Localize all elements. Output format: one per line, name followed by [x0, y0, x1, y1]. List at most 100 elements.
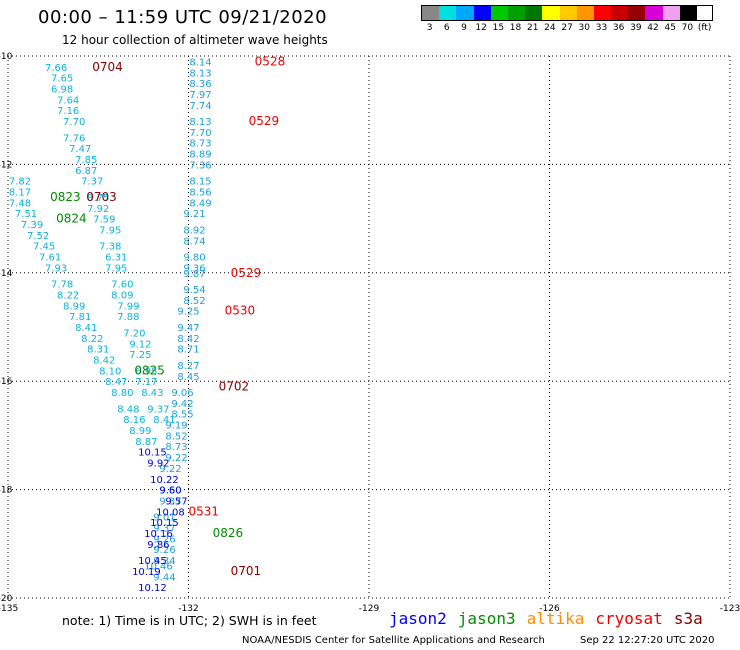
wave-height-value: 10.19	[132, 567, 161, 578]
wave-height-value: 7.25	[129, 350, 151, 361]
wave-height-value: 10.22	[150, 475, 179, 486]
wave-height-value: 8.42	[93, 356, 115, 367]
wave-height-value: 8.43	[141, 388, 163, 399]
wave-height-value: 7.97	[189, 90, 211, 101]
y-tick-label: -20	[0, 594, 13, 604]
wave-height-value: 10.15	[150, 518, 179, 529]
wave-height-value: 8.17	[9, 188, 31, 199]
scale-label: 24	[544, 23, 556, 33]
wave-height-value: 9.60	[159, 486, 181, 497]
wave-height-value: 7.70	[63, 117, 85, 128]
units-note: note: 1) Time is in UTC; 2) SWH is in fe…	[62, 613, 317, 628]
wave-height-value: 10.45	[138, 556, 167, 567]
color-scale-labels: 3 6 9 12 15 18 21 24 27 30 33 36 39 42 45 70 (ft)	[421, 23, 713, 33]
scale-swatch	[593, 6, 612, 20]
wave-height-value: 9.26	[153, 534, 175, 545]
wave-height-value: 8.48	[117, 404, 139, 415]
scale-label: 45	[664, 23, 676, 33]
x-tick-label: -129	[359, 604, 380, 614]
scale-label: 15	[492, 23, 505, 33]
wave-height-value: 8.56	[189, 188, 211, 199]
wave-height-value: 7.45	[33, 242, 55, 253]
wave-height-value: 6.31	[105, 253, 127, 264]
wave-height-value: 8.52	[165, 431, 187, 442]
wave-height-value: 10.15	[138, 448, 167, 459]
scale-swatch	[645, 6, 663, 20]
wave-height-value: 8.09	[111, 290, 133, 301]
wave-height-value: 7.60	[111, 280, 133, 291]
pass-time-label: 0826	[213, 526, 244, 540]
wave-height-value: 8.87	[135, 437, 157, 448]
wave-height-value: 8.92	[183, 225, 205, 236]
scale-swatch	[456, 6, 474, 20]
wave-height-value: 10.08	[156, 507, 185, 518]
wave-height-value: 8.14	[189, 57, 211, 68]
pass-time-label: 0825	[134, 363, 165, 377]
x-tick-label: -123	[720, 604, 740, 614]
wave-height-value: 9.37	[159, 496, 181, 507]
scale-swatch	[559, 6, 577, 20]
chart-title: 00:00 – 11:59 UTC 09/21/2020	[38, 7, 328, 28]
wave-height-value: 8.45	[177, 372, 199, 383]
wave-height-value: 7.95	[99, 225, 121, 236]
scale-label: 18	[509, 23, 522, 33]
wave-height-value: 7.93	[45, 263, 67, 274]
wave-height-value: 8.99	[129, 426, 151, 437]
wave-height-value: 7.78	[51, 280, 73, 291]
wave-height-value: 7.64	[57, 95, 79, 106]
wave-height-value: 7.76	[63, 133, 85, 144]
wave-height-value: 9.54	[183, 285, 205, 296]
credit-text: NOAA/NESDIS Center for Satellite Applica…	[242, 635, 545, 646]
wave-height-value: 6.95	[135, 366, 157, 377]
wave-height-value: 8.41	[153, 415, 175, 426]
scale-label: 27	[561, 23, 573, 33]
pass-time-label: 0702	[219, 380, 250, 394]
pass-time-label: 0824	[56, 212, 87, 226]
wave-height-value: 7.38	[99, 242, 121, 253]
wave-height-value: 7.65	[51, 74, 73, 85]
scale-swatch	[490, 6, 508, 20]
scale-swatch	[439, 6, 457, 20]
wave-height-value: 8.41	[75, 323, 97, 334]
wave-height-value: 6.98	[51, 85, 73, 96]
wave-height-value: 7.36	[189, 160, 211, 171]
scale-swatch	[422, 6, 440, 20]
wave-height-value: 7.88	[117, 312, 139, 323]
wave-height-value: 9.01	[153, 513, 175, 524]
wave-height-value: 8.75	[87, 193, 109, 204]
wave-height-value: 9.22	[165, 453, 187, 464]
legend-jason2: jason2	[389, 609, 447, 628]
wave-height-value: 9.37	[147, 404, 169, 415]
scale-label: 30	[578, 23, 590, 33]
wave-height-value: 9.21	[183, 209, 205, 220]
pass-time-label: 0528	[255, 54, 286, 68]
color-scale-swatches	[421, 5, 714, 21]
scale-swatch	[611, 6, 629, 20]
wave-height-value: 8.22	[81, 334, 103, 345]
wave-height-value: 9.12	[129, 339, 151, 350]
wave-height-value: 7.74	[189, 101, 211, 112]
wave-height-value: 8.36	[189, 79, 211, 90]
wave-height-value: 9.06	[171, 388, 193, 399]
pass-time-label: 0703	[86, 190, 117, 204]
wave-height-value: 9.22	[159, 464, 181, 475]
wave-height-value: 7.70	[189, 128, 211, 139]
wave-height-value: 7.39	[21, 220, 43, 231]
wave-height-value: 8.49	[189, 198, 211, 209]
timestamp-text: Sep 22 12:27:20 UTC 2020	[580, 635, 715, 646]
scale-label: 33	[595, 23, 608, 33]
wave-height-value: 9.19	[165, 421, 187, 432]
scale-label: 9	[461, 23, 467, 33]
wave-height-value: 9.42	[171, 399, 193, 410]
scale-label: 70	[681, 23, 694, 33]
scale-swatch	[507, 6, 526, 20]
pass-time-label: 0704	[92, 60, 123, 74]
legend-s3a: s3a	[673, 609, 703, 628]
x-tick-label: -126	[539, 604, 560, 614]
wave-height-value: 10.16	[144, 529, 173, 540]
scale-swatch	[576, 6, 594, 20]
wave-height-value: 9.86	[147, 540, 169, 551]
x-tick-label: -132	[178, 604, 198, 614]
y-tick-label: -10	[0, 52, 13, 62]
